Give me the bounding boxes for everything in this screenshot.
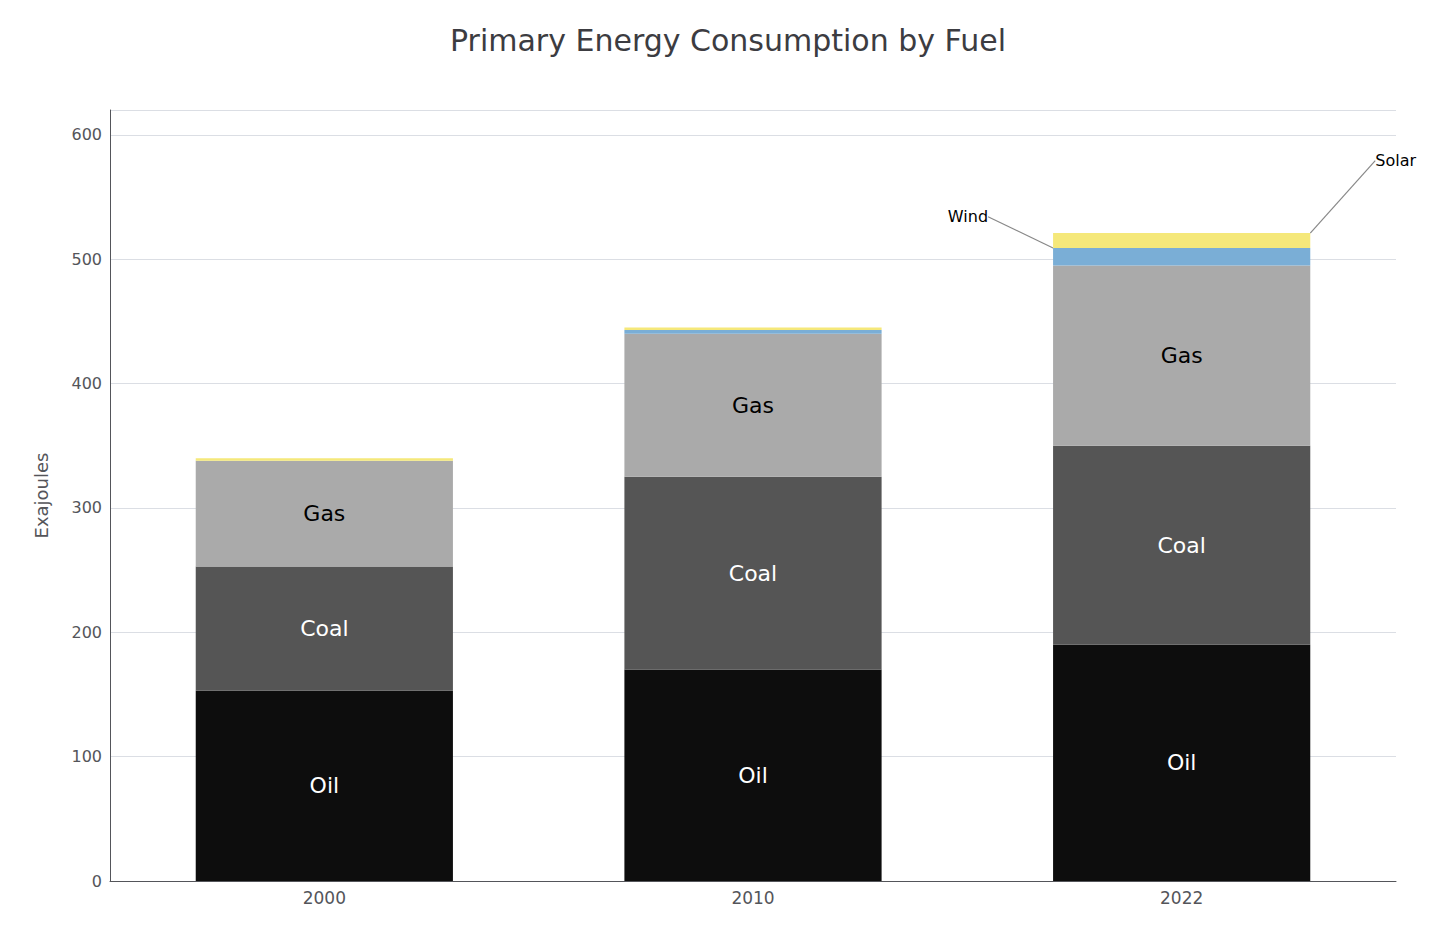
- svg-text:Coal: Coal: [1157, 533, 1205, 558]
- svg-text:0: 0: [92, 872, 102, 891]
- svg-text:Primary Energy Consumption by: Primary Energy Consumption by Fuel: [450, 23, 1006, 58]
- svg-text:500: 500: [71, 250, 102, 269]
- svg-text:Oil: Oil: [1167, 750, 1197, 775]
- svg-text:Gas: Gas: [1161, 343, 1203, 368]
- svg-text:2022: 2022: [1160, 888, 1203, 908]
- svg-text:Coal: Coal: [300, 616, 348, 641]
- svg-text:300: 300: [71, 498, 102, 517]
- svg-text:600: 600: [71, 125, 102, 144]
- svg-text:Gas: Gas: [732, 393, 774, 418]
- svg-text:100: 100: [71, 747, 102, 766]
- svg-text:Wind: Wind: [948, 207, 988, 226]
- svg-text:Gas: Gas: [303, 501, 345, 526]
- svg-text:Oil: Oil: [738, 763, 768, 788]
- svg-text:Coal: Coal: [729, 561, 777, 586]
- svg-text:Oil: Oil: [310, 773, 340, 798]
- svg-text:2010: 2010: [731, 888, 774, 908]
- svg-text:200: 200: [71, 623, 102, 642]
- svg-text:2000: 2000: [303, 888, 346, 908]
- svg-text:Solar: Solar: [1375, 151, 1416, 170]
- svg-text:400: 400: [71, 374, 102, 393]
- svg-text:Exajoules: Exajoules: [31, 453, 52, 539]
